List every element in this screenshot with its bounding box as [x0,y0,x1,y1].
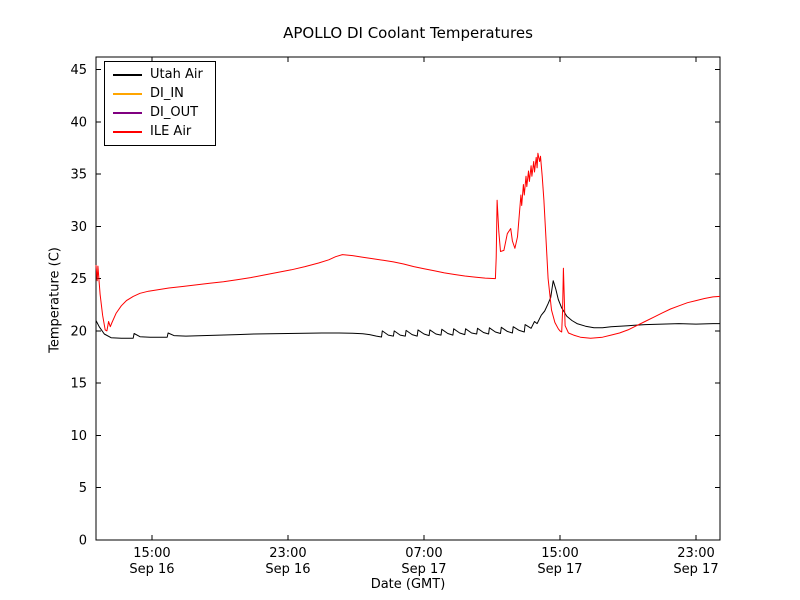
legend-entry-di-out: DI_OUT [113,105,203,121]
svg-text:45: 45 [70,63,87,78]
svg-text:Sep 17: Sep 17 [401,562,446,577]
svg-text:25: 25 [70,272,87,287]
legend-label-utah-air: Utah Air [150,67,203,82]
legend-entry-di-in: DI_IN [113,86,203,102]
svg-text:35: 35 [70,168,87,183]
y-axis-label: Temperature (C) [47,247,63,353]
legend-line-sample-ile-air [113,131,142,133]
svg-text:15:00: 15:00 [541,546,578,561]
svg-text:Sep 16: Sep 16 [265,562,310,577]
svg-text:Sep 16: Sep 16 [129,562,174,577]
legend-label-ile-air: ILE Air [150,124,192,139]
legend-entry-utah-air: Utah Air [113,67,203,83]
chart-title: APOLLO DI Coolant Temperatures [283,24,533,42]
svg-text:0: 0 [79,534,87,549]
svg-text:40: 40 [70,115,87,130]
svg-text:23:00: 23:00 [269,546,306,561]
svg-text:20: 20 [70,324,87,339]
svg-text:10: 10 [70,429,87,444]
svg-text:07:00: 07:00 [405,546,442,561]
legend-line-sample-utah-air [113,74,142,76]
legend-line-sample-di-in [113,93,142,95]
svg-text:23:00: 23:00 [677,546,714,561]
x-axis-label: Date (GMT) [370,577,446,592]
legend-label-di-in: DI_IN [150,86,184,101]
svg-text:30: 30 [70,220,87,235]
svg-text:15:00: 15:00 [133,546,170,561]
svg-text:Sep 17: Sep 17 [537,562,582,577]
legend: Utah Air DI_IN DI_OUT ILE Air [104,61,216,146]
svg-text:Sep 17: Sep 17 [673,562,718,577]
legend-line-sample-di-out [113,112,142,114]
svg-text:5: 5 [79,481,87,496]
legend-label-di-out: DI_OUT [150,105,199,120]
legend-entry-ile-air: ILE Air [113,124,203,140]
svg-text:15: 15 [70,377,87,392]
